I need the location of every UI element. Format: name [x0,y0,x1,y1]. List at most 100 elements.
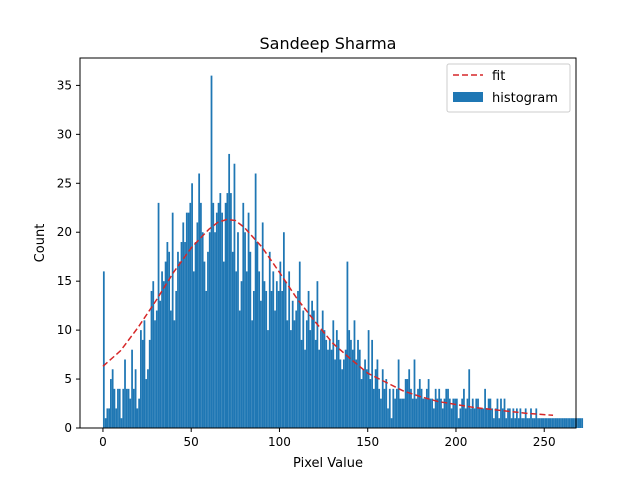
histogram-bar [547,418,550,428]
x-tick-label: 0 [99,435,107,449]
histogram-bar [380,398,382,428]
histogram-bar [357,339,359,428]
x-tick-label: 200 [445,435,468,449]
histogram-bar [260,300,262,428]
histogram-bar [429,398,432,428]
plot-frame [79,57,577,429]
histogram-bar [265,290,268,428]
histogram-bar [515,408,518,428]
histogram-bar [570,418,573,428]
histogram-bar [470,408,472,428]
histogram-bar [507,408,509,428]
histogram-bar [124,359,126,428]
histogram-bar [290,330,292,428]
histogram-bar [293,320,296,428]
histogram-bar [574,418,576,428]
histogram-bar [168,251,171,428]
histogram-bar [420,388,423,428]
histogram-bar [360,379,363,428]
y-tick-label: 20 [57,225,72,239]
histogram-bar [450,408,453,428]
histogram-bar [318,349,321,428]
histogram-bar [334,359,336,428]
histogram-bar [298,261,301,428]
histogram-bar [544,418,546,428]
histogram-bar [459,408,462,428]
histogram-bar [295,310,298,428]
histogram-bar [311,300,313,428]
histogram-bar [558,418,561,428]
histogram-bar [343,359,345,428]
histogram-bar [448,398,451,428]
histogram-bar [344,349,347,428]
histogram-bar [120,418,123,428]
histogram-bar [328,339,331,428]
histogram-bar [314,339,317,428]
histogram-bar [427,379,430,428]
histogram-bar [556,418,559,428]
histogram-bar [157,202,160,428]
histogram-bar [309,330,312,428]
x-tick-label: 100 [268,435,291,449]
histogram-bar [523,418,525,428]
histogram-bar [468,369,471,428]
histogram-bar [413,359,416,428]
histogram-bar [233,163,236,428]
histogram-bar [365,369,368,428]
histogram-bar [521,418,524,428]
histogram-bar [528,418,531,428]
histogram-bar [131,349,133,428]
histogram-bar [373,388,375,428]
histogram-bar [395,388,398,428]
x-axis-label: Pixel Value [293,456,363,471]
histogram-bar [177,251,179,428]
histogram-bar [563,418,566,428]
histogram-bar [140,330,142,428]
histogram-bar [282,232,285,428]
histogram-bar [463,388,465,428]
histogram-bar [230,193,232,428]
histogram-bar [364,359,366,428]
histogram-bar [191,183,193,428]
histogram-bar [436,398,439,428]
histogram-bar [346,261,349,428]
histogram-bar [284,281,287,428]
histogram-bar [189,202,192,428]
histogram-bar [526,418,529,428]
histogram-bar [415,398,418,428]
histogram-bar [108,408,111,428]
histogram-bar [408,369,411,428]
histogram-bar [316,281,319,428]
histogram-bar [300,339,303,428]
histogram-bar [127,388,130,428]
histogram-bar [480,408,483,428]
histogram-bar [339,359,342,428]
histogram-bar [222,261,225,428]
histogram-bar [219,193,222,428]
histogram-bar [433,408,435,428]
histogram-bar [252,290,255,428]
histogram-bar [369,379,372,428]
histogram-bar [452,398,455,428]
histogram-bar [545,418,548,428]
histogram-bar [417,388,419,428]
histogram-bar [162,281,165,428]
histogram-bar [210,75,213,428]
histogram-bar [358,349,361,428]
histogram-bar [237,232,239,428]
histogram-bar [205,290,208,428]
histogram-bar [175,290,178,428]
histogram-bar [455,398,458,428]
histogram-bar [353,320,356,428]
histogram-bar [387,408,389,428]
histogram-bar [553,418,555,428]
histogram-bar [494,408,497,428]
histogram-bar [514,418,516,428]
histogram-bar [332,320,335,428]
chart-title: Sandeep Sharma [260,34,397,53]
histogram-bar [438,388,441,428]
histogram-bar [274,310,276,428]
histogram-bar [251,320,253,428]
histogram-bar [270,290,273,428]
